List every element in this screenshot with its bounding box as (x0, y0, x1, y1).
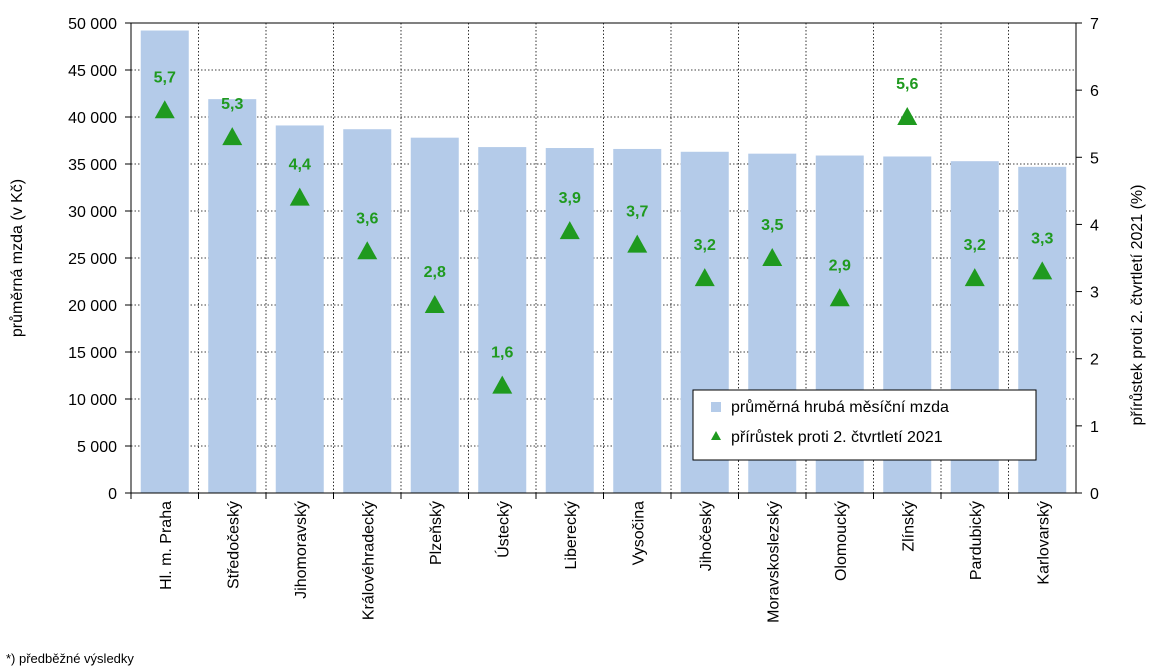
left-tick-label: 10 000 (68, 392, 117, 409)
legend-triangle-marker (711, 431, 721, 440)
x-tick-label: Pardubický (968, 501, 985, 580)
growth-marker (492, 375, 513, 394)
y-axis-title: průměrná mzda (v Kč) (8, 179, 26, 337)
right-tick-label: 7 (1090, 16, 1099, 33)
left-tick-label: 20 000 (68, 298, 117, 315)
bar (410, 137, 459, 493)
growth-marker (357, 241, 378, 260)
x-tick-label: Plzeňský (428, 501, 445, 565)
x-tick-label: Zlínský (900, 501, 917, 552)
legend-triangle-label: přírůstek proti 2. čtvrtletí 2021 (731, 428, 943, 446)
x-tick-label: Jihomoravský (293, 501, 310, 599)
bar (140, 30, 189, 494)
growth-marker (829, 288, 850, 307)
bar (208, 99, 257, 493)
growth-data-label: 4,4 (289, 157, 311, 174)
growth-data-label: 3,7 (626, 204, 648, 221)
right-tick-label: 6 (1090, 83, 1099, 100)
axes (125, 22, 1082, 499)
x-tick-label: Liberecký (563, 501, 580, 569)
footnote: *) předběžné výsledky (6, 651, 134, 666)
growth-data-label: 3,3 (1031, 230, 1053, 247)
right-tick-label: 5 (1090, 150, 1099, 167)
x-tick-label: Jihočeský (698, 501, 715, 571)
growth-marker (627, 234, 648, 253)
growth-data-label: 2,9 (829, 257, 851, 274)
y2-axis-title: přírůstek proti 2. čtvrtletí 2021 (%) (1128, 185, 1146, 426)
growth-marker (762, 248, 783, 266)
bar (343, 129, 392, 493)
right-tick-label: 4 (1090, 217, 1099, 234)
x-tick-label: Olomoucký (833, 501, 850, 581)
x-axis-ticks: Hl. m. Praha Středočeský Jihomoravský Králo… (158, 501, 1053, 623)
growth-data-label: 5,3 (221, 96, 243, 113)
left-tick-label: 35 000 (68, 157, 117, 174)
growth-data-label: 5,7 (154, 69, 176, 86)
x-tick-label: Ústecký (493, 501, 512, 558)
right-tick-label: 3 (1090, 285, 1099, 302)
x-tick-label: Královéhradecký (360, 501, 377, 620)
left-tick-label: 0 (108, 486, 117, 503)
bar (275, 125, 324, 494)
growth-data-label: 5,6 (896, 76, 918, 93)
right-tick-label: 2 (1090, 352, 1099, 369)
growth-marker (694, 268, 715, 287)
legend: průměrná hrubá měsíční mzda přírůstek pr… (692, 389, 1037, 461)
left-tick-label: 25 000 (68, 251, 117, 268)
growth-data-label: 3,5 (761, 217, 783, 234)
growth-markers (154, 100, 1053, 394)
x-tick-label: Moravskoslezský (765, 501, 782, 623)
bar (545, 148, 594, 493)
x-tick-label: Karlovarský (1035, 501, 1052, 585)
x-tick-label: Vysočina (630, 501, 647, 565)
growth-marker (154, 100, 175, 119)
growth-marker (289, 187, 310, 206)
left-tick-label: 5 000 (77, 439, 117, 456)
growth-data-labels: 5,7 5,3 4,4 3,6 2,8 1,6 3,9 3,7 3,2 3,5 2,9 5,6 3,2 3… (154, 69, 1054, 361)
right-tick-label: 0 (1090, 486, 1099, 503)
x-tick-label: Hl. m. Praha (158, 501, 175, 590)
growth-marker (897, 107, 918, 125)
growth-data-label: 3,6 (356, 210, 378, 227)
x-tick-label: Středočeský (225, 501, 242, 589)
growth-marker (964, 268, 985, 287)
growth-marker (559, 221, 580, 240)
right-tick-label: 1 (1090, 419, 1099, 436)
left-tick-label: 30 000 (68, 204, 117, 221)
bar (478, 147, 527, 493)
legend-bar-label: průměrná hrubá měsíční mzda (731, 398, 949, 416)
legend-bar-swatch (711, 402, 721, 412)
left-tick-label: 40 000 (68, 110, 117, 127)
left-axis-ticks: 0 5 000 10 000 15 000 20 000 25 000 30 000 35 0… (68, 16, 117, 503)
growth-data-label: 1,6 (491, 345, 513, 362)
left-tick-label: 15 000 (68, 345, 117, 362)
growth-data-label: 3,2 (964, 237, 986, 254)
growth-marker (424, 295, 445, 313)
legend-box (692, 389, 1037, 461)
left-tick-label: 50 000 (68, 16, 117, 33)
growth-marker (1032, 261, 1053, 280)
growth-marker (222, 127, 243, 146)
growth-data-label: 3,9 (559, 190, 581, 207)
left-tick-label: 45 000 (68, 63, 117, 80)
right-axis-ticks: 0 1 2 3 4 5 6 7 (1090, 16, 1099, 503)
growth-data-label: 2,8 (424, 264, 446, 281)
bar (613, 148, 662, 493)
growth-data-label: 3,2 (694, 237, 716, 254)
